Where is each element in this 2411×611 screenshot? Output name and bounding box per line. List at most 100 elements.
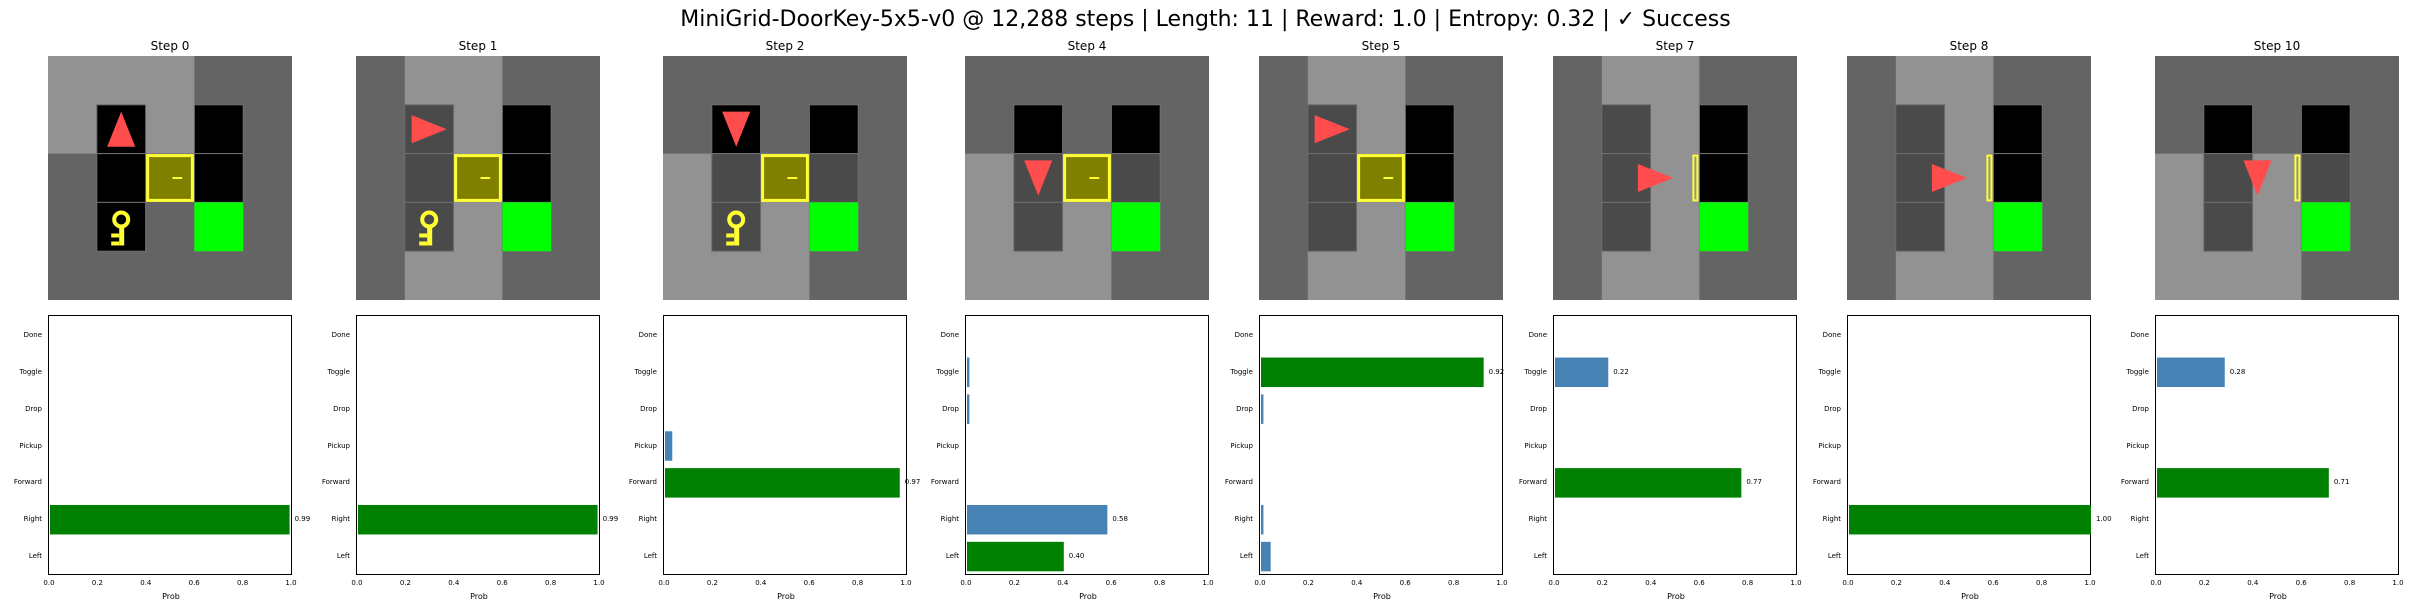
y-tick-label: Drop <box>1824 404 1841 413</box>
x-tick-label: 0.8 <box>1154 579 1166 587</box>
floor-cell <box>501 104 552 155</box>
agent-triangle-icon <box>1314 115 1350 144</box>
y-tick-label: Drop <box>640 404 657 413</box>
x-tick-label: 0.6 <box>1399 579 1411 587</box>
x-tick-label: 0.0 <box>658 579 670 587</box>
bar-plot-area <box>50 504 290 535</box>
x-tick-label: 0.8 <box>1448 579 1460 587</box>
value-label: 0.22 <box>1613 367 1629 376</box>
x-tick-label: 0.4 <box>755 579 767 587</box>
y-tick-label: Toggle <box>936 367 959 376</box>
open-door <box>1692 154 1699 202</box>
y-tick-label: Done <box>2130 330 2149 339</box>
goal-cell <box>1699 202 1749 252</box>
bar-forward <box>1555 468 1742 498</box>
value-label: 0.92 <box>1488 367 1505 376</box>
floor-cell <box>1895 201 1946 252</box>
action-prob-chart: Left Right Forward 0.77 Pickup Drop Toggle 0.22… <box>1519 315 1802 601</box>
y-tick-label: Right <box>638 515 657 524</box>
step-title: Step 5 <box>1361 39 1401 53</box>
x-axis-label: Prob <box>1961 592 1979 601</box>
bar-toggle <box>1261 357 1484 388</box>
bar-plot-area <box>665 431 900 498</box>
value-label: 0.99 <box>602 515 619 524</box>
floor-cell <box>1601 201 1652 252</box>
grid-observation <box>1847 56 2091 300</box>
y-tick-label: Done <box>23 330 42 339</box>
step-title: Step 8 <box>1949 39 1989 53</box>
y-tick-label: Pickup <box>1230 441 1253 450</box>
x-axis-label: Prob <box>1079 592 1097 601</box>
y-tick-label: Forward <box>2120 478 2149 487</box>
x-tick-label: 0.4 <box>2247 579 2259 587</box>
x-axis-label: Prob <box>2269 592 2287 601</box>
agent-triangle-icon <box>722 111 751 147</box>
y-tick-label: Left <box>28 552 42 561</box>
grid-observation <box>1553 56 1797 300</box>
grid-svg <box>965 56 1209 300</box>
step-title: Step 10 <box>2253 39 2301 53</box>
floor-cell <box>2300 104 2351 155</box>
y-tick-label: Pickup <box>2126 441 2149 450</box>
value-label: 0.40 <box>1068 552 1085 561</box>
bar-left <box>967 541 1064 572</box>
bar-toggle <box>1555 357 1609 388</box>
floor-cell <box>1013 104 1064 155</box>
action-prob-chart: Left Right 1.00 Forward Pickup Drop Toggle Done… <box>1813 315 2112 601</box>
x-axis-label: Prob <box>162 592 180 601</box>
bar-plot-area <box>967 357 1108 572</box>
action-prob-chart: Left 0.40 Right 0.58 Forward Pickup Drop Toggle… <box>931 315 1214 601</box>
bar-drop <box>1261 394 1264 424</box>
y-tick-label: Pickup <box>19 441 42 450</box>
y-tick-label: Left <box>1827 552 1841 561</box>
key-tooth <box>419 241 428 246</box>
floor-cell <box>808 153 859 203</box>
y-tick-label: Right <box>2130 515 2149 524</box>
agent-triangle-icon <box>1931 163 1968 193</box>
y-tick-label: Forward <box>1812 478 1841 487</box>
goal-cell <box>1993 202 2043 252</box>
grid-observation <box>356 56 600 300</box>
action-prob-chart: Left Right 0.99 Forward Pickup Drop Toggle Done… <box>14 315 310 601</box>
y-tick-label: Left <box>2135 552 2149 561</box>
x-tick-label: 0.6 <box>496 579 508 587</box>
locked-door <box>146 154 194 202</box>
grid-svg <box>663 56 907 300</box>
y-tick-label: Right <box>1822 515 1841 524</box>
x-tick-label: 1.0 <box>900 579 912 587</box>
x-tick-label: 1.0 <box>2084 579 2096 587</box>
key-shaft <box>427 225 433 246</box>
floor-cell <box>1404 104 1455 155</box>
bar-forward <box>2157 468 2329 498</box>
value-label: 0.97 <box>904 478 921 487</box>
goal-cell <box>194 202 244 252</box>
x-tick-label: 0.2 <box>2198 579 2210 587</box>
floor-cell <box>1307 153 1358 203</box>
y-tick-label: Forward <box>930 478 959 487</box>
x-tick-label: 1.0 <box>2392 579 2404 587</box>
y-tick-label: Done <box>331 330 350 339</box>
x-axis-label: Prob <box>1373 592 1391 601</box>
x-tick-label: 0.4 <box>1351 579 1363 587</box>
key-tooth <box>111 233 120 238</box>
y-tick-label: Drop <box>2132 404 2149 413</box>
action-prob-chart: Left Right 0.99 Forward Pickup Drop Toggle Done… <box>322 315 618 601</box>
y-tick-label: Done <box>1822 330 1841 339</box>
y-tick-label: Left <box>1533 552 1547 561</box>
bar-drop <box>967 394 970 424</box>
key-shaft <box>734 225 740 246</box>
x-tick-label: 0.2 <box>1008 579 1020 587</box>
goal-cell <box>502 202 552 252</box>
step-title: Step 1 <box>458 39 498 53</box>
x-tick-label: 0.6 <box>1693 579 1705 587</box>
x-tick-label: 0.4 <box>448 579 460 587</box>
x-axis-label: Prob <box>777 592 795 601</box>
bar-right <box>1261 504 1264 535</box>
locked-door <box>1063 154 1111 202</box>
x-tick-label: 0.2 <box>1890 579 1902 587</box>
y-tick-label: Toggle <box>1524 367 1547 376</box>
bar-plot-area <box>1849 504 2091 535</box>
goal-cell <box>1111 202 1161 252</box>
x-axis-label: Prob <box>470 592 488 601</box>
y-tick-label: Forward <box>321 478 350 487</box>
